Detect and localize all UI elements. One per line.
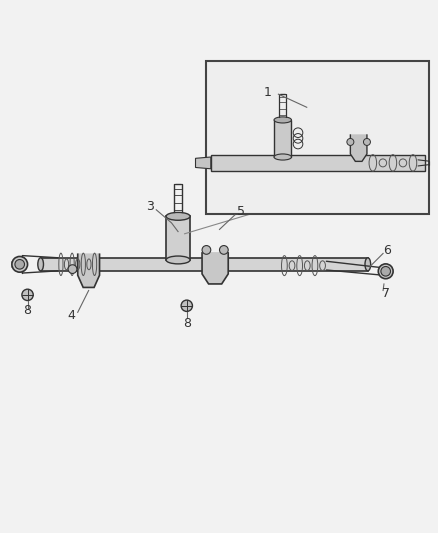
Polygon shape xyxy=(78,253,99,287)
Polygon shape xyxy=(166,216,190,260)
Ellipse shape xyxy=(166,256,190,264)
Ellipse shape xyxy=(273,117,291,123)
Circle shape xyxy=(380,266,390,276)
Text: 5: 5 xyxy=(237,205,245,218)
Text: 4: 4 xyxy=(67,309,75,322)
Ellipse shape xyxy=(166,213,190,220)
Text: 8: 8 xyxy=(182,317,191,330)
Polygon shape xyxy=(195,157,210,169)
Ellipse shape xyxy=(364,258,370,271)
Circle shape xyxy=(363,139,370,146)
Polygon shape xyxy=(41,258,367,271)
Text: 8: 8 xyxy=(24,304,32,318)
Polygon shape xyxy=(210,155,424,171)
Ellipse shape xyxy=(38,258,43,271)
Polygon shape xyxy=(350,134,366,161)
Text: 6: 6 xyxy=(382,244,390,257)
Bar xyxy=(206,61,428,214)
Circle shape xyxy=(378,264,392,279)
Text: 7: 7 xyxy=(381,287,389,301)
Text: 3: 3 xyxy=(145,200,153,213)
Circle shape xyxy=(68,265,77,273)
Ellipse shape xyxy=(273,154,291,160)
Circle shape xyxy=(201,246,210,254)
Circle shape xyxy=(12,256,28,272)
Circle shape xyxy=(346,139,353,146)
Circle shape xyxy=(15,260,25,269)
Polygon shape xyxy=(201,252,228,284)
Circle shape xyxy=(219,246,228,254)
Text: 1: 1 xyxy=(263,85,271,99)
Polygon shape xyxy=(273,120,291,157)
Circle shape xyxy=(181,300,192,311)
Circle shape xyxy=(22,289,33,301)
